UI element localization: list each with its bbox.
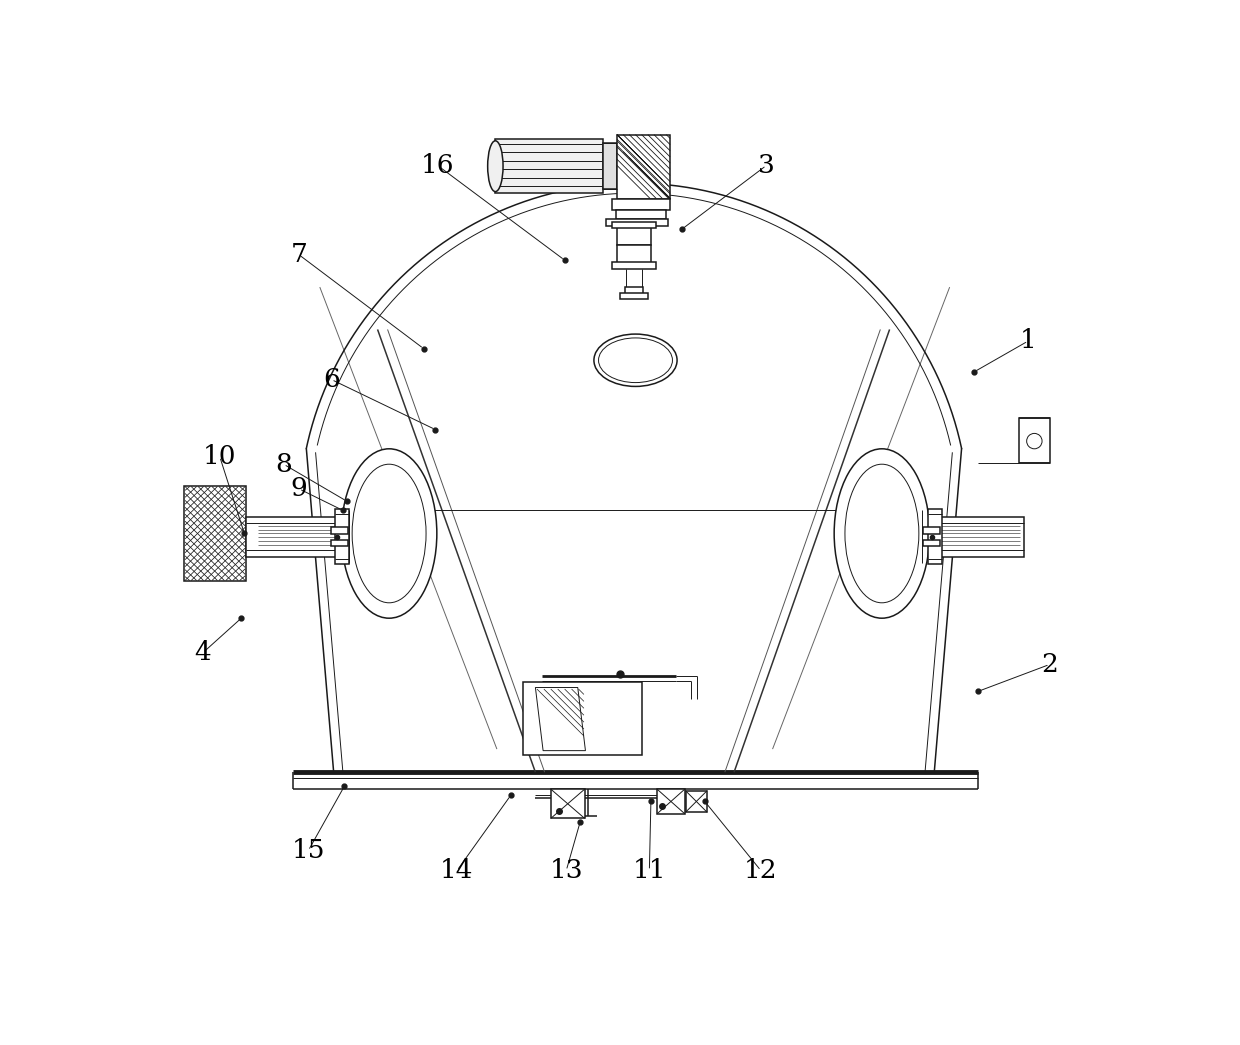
Text: 8: 8 [275,451,291,477]
Bar [331,539,348,545]
Bar [923,539,940,545]
Text: 13: 13 [549,858,583,883]
Text: 11: 11 [632,858,666,883]
Bar [625,287,644,297]
Text: 6: 6 [322,367,340,392]
Bar [1019,418,1050,463]
Ellipse shape [844,464,919,603]
Text: 9: 9 [290,477,308,502]
Ellipse shape [487,141,503,191]
Bar [618,135,670,199]
Bar [606,219,668,226]
Bar [618,245,651,264]
Bar [928,509,942,564]
Bar [613,199,670,210]
Polygon shape [536,688,585,750]
Bar [618,226,651,245]
Bar [331,528,348,534]
Text: 15: 15 [291,838,325,863]
Ellipse shape [835,448,930,619]
Bar [930,516,1024,557]
Text: 7: 7 [290,242,308,268]
Bar [613,262,656,269]
Ellipse shape [1027,434,1042,448]
Ellipse shape [599,338,672,382]
Bar [335,509,350,564]
Text: 3: 3 [758,153,775,178]
Bar [686,791,707,812]
Ellipse shape [594,334,677,387]
Text: 4: 4 [195,641,211,666]
Text: 14: 14 [440,858,474,883]
Bar [185,486,246,581]
Bar [246,516,342,557]
Bar [620,294,647,300]
Bar [523,682,642,756]
Bar [603,143,618,189]
Ellipse shape [352,464,427,603]
Bar [923,528,940,534]
Text: 1: 1 [1019,328,1037,353]
Text: 10: 10 [203,444,237,469]
Bar [616,210,666,219]
Bar [613,222,656,228]
Text: 2: 2 [1042,652,1058,677]
Bar [495,139,603,193]
Text: 12: 12 [744,858,777,883]
Ellipse shape [341,448,436,619]
Bar [551,789,585,818]
Text: 16: 16 [420,153,454,178]
Bar [657,789,684,814]
